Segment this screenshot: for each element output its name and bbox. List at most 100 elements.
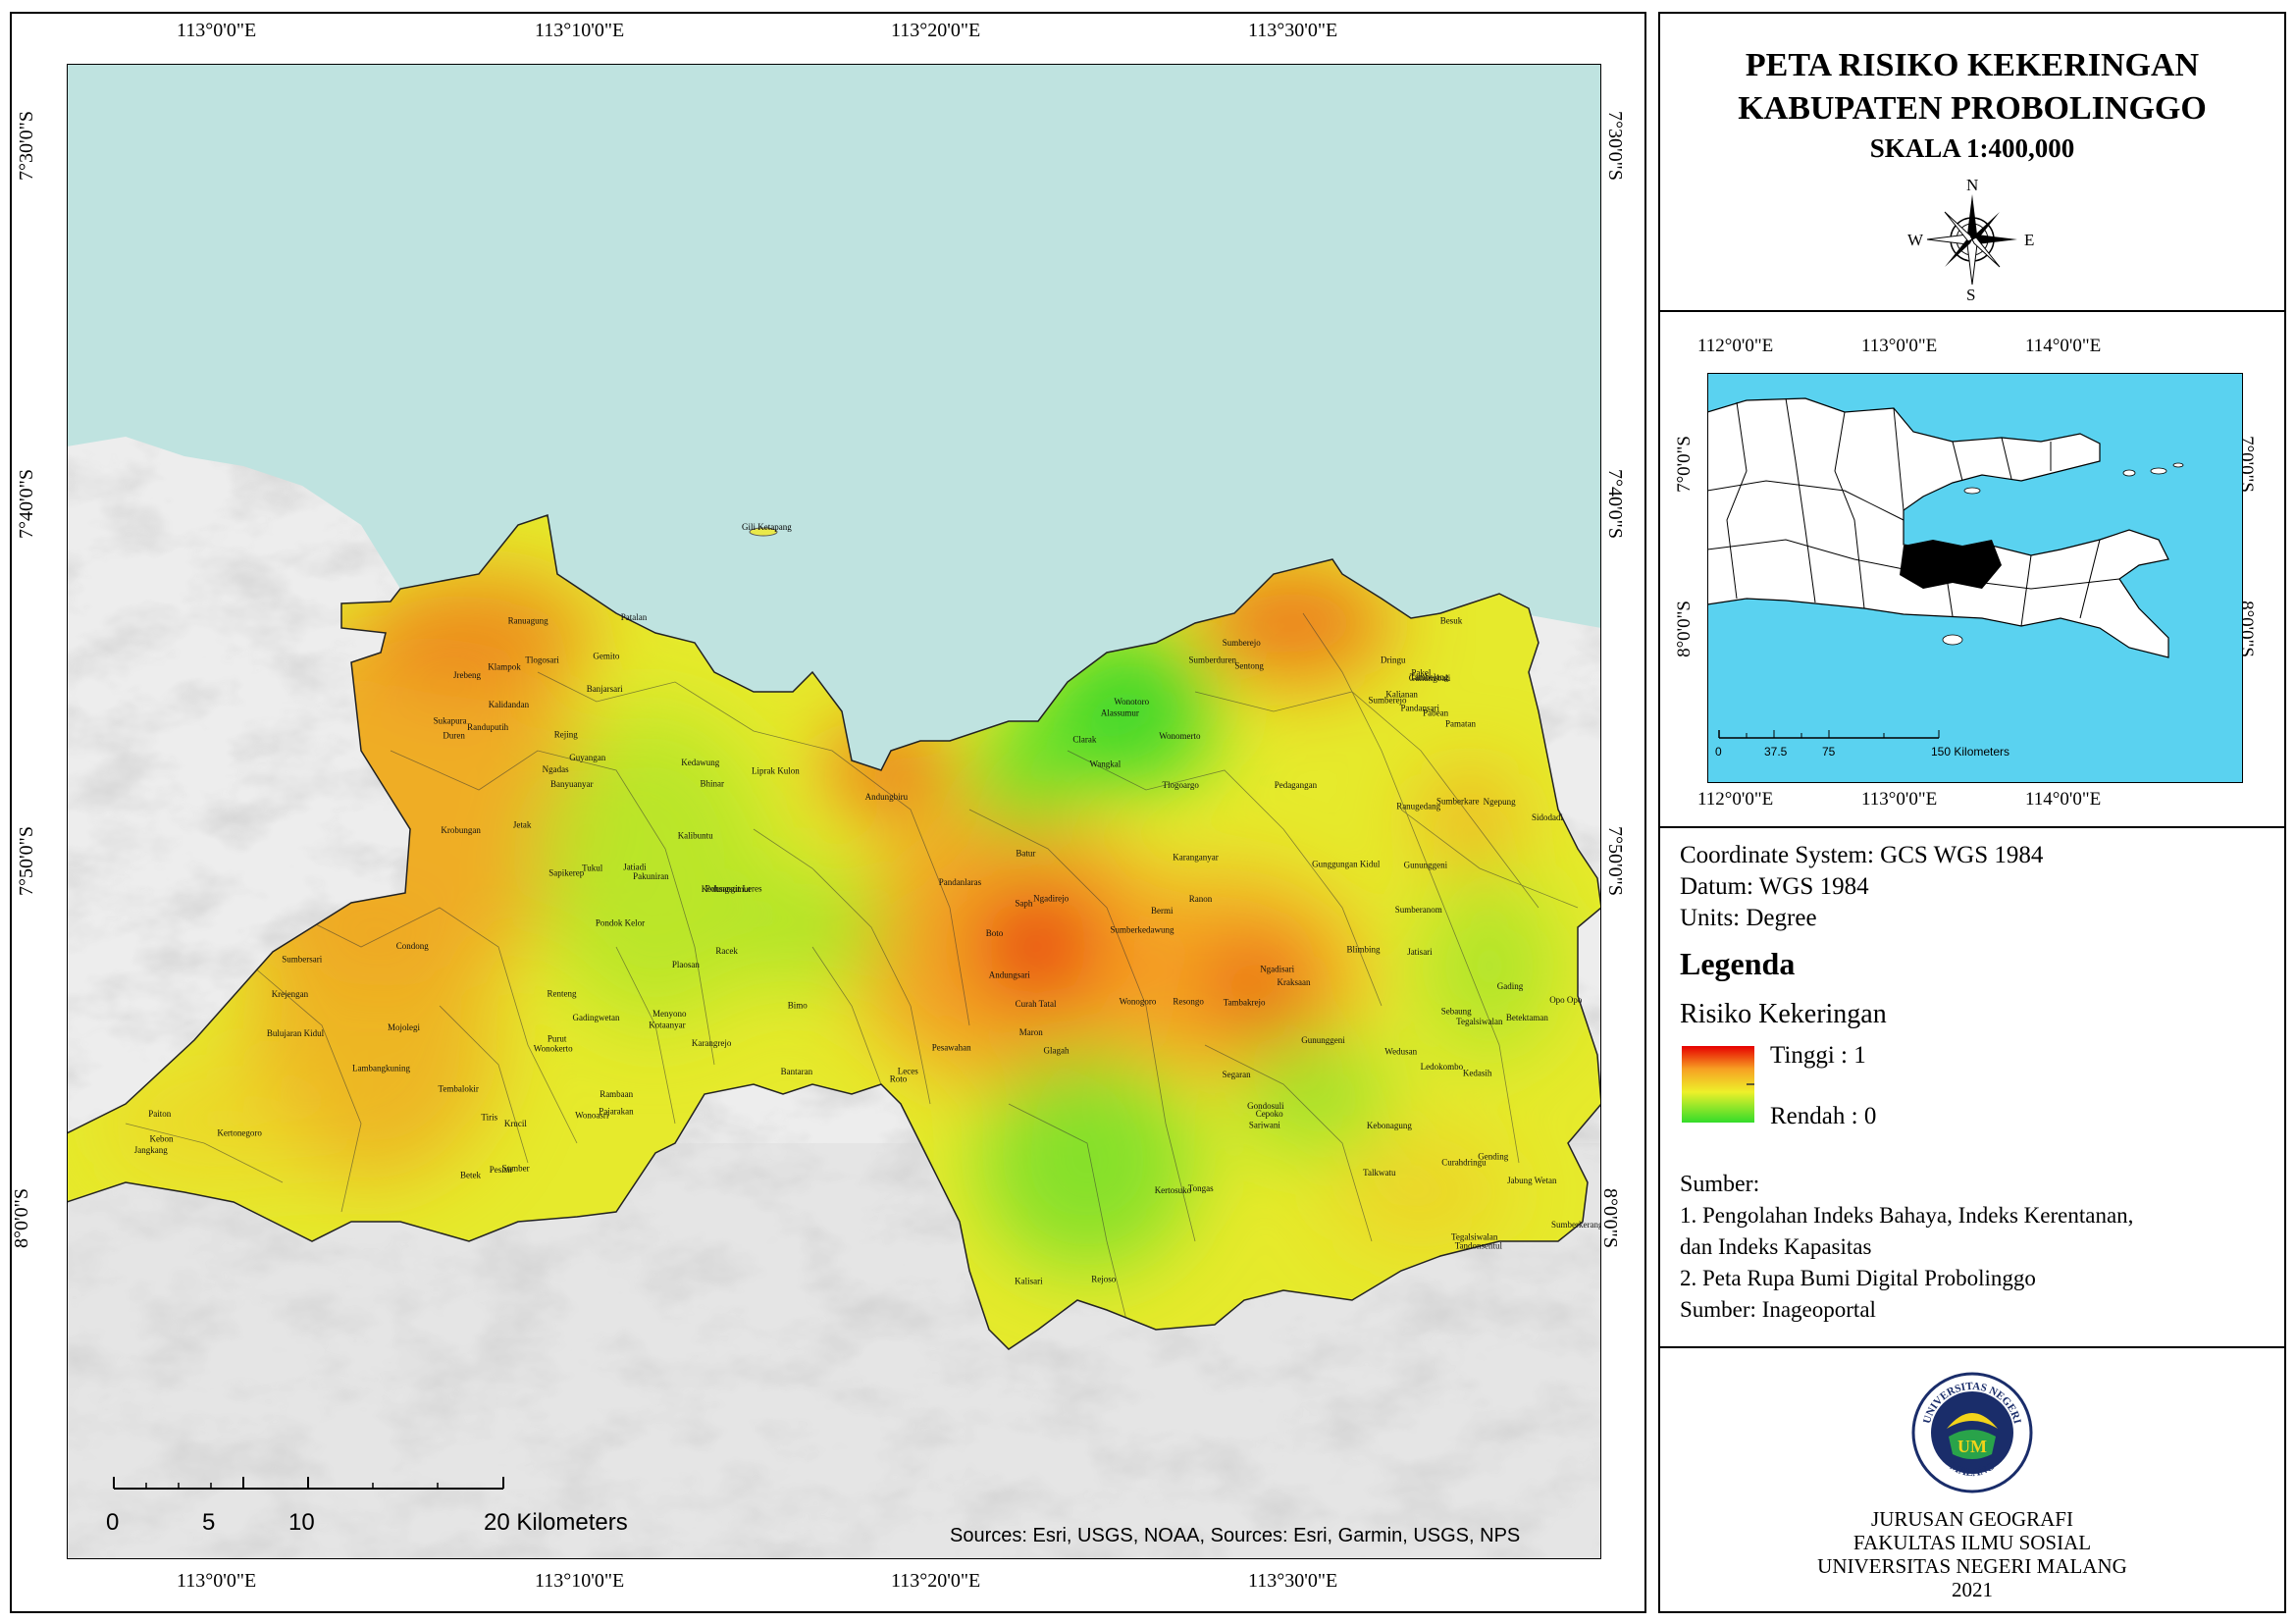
inset-top-label: 113°0'0"E xyxy=(1861,336,1938,356)
village-label: Ngadas xyxy=(543,764,569,774)
inset-left-label: 8°0'0"S xyxy=(1673,601,1695,657)
village-label: Wonomerto xyxy=(1159,731,1201,741)
village-label: Sidodadi xyxy=(1532,812,1564,822)
inset-bottom-label: 114°0'0"E xyxy=(2025,789,2102,810)
village-label: Ngepung xyxy=(1484,797,1516,807)
village-label: Pamatan xyxy=(1445,719,1476,729)
inset-top-label: 114°0'0"E xyxy=(2025,336,2102,356)
village-label: Ranugedang xyxy=(1396,802,1440,812)
village-label: Wangkal xyxy=(1090,759,1122,768)
village-label: Tegalsiwalan xyxy=(1456,1017,1503,1026)
side-panel: PETA RISIKO KEKERINGAN KABUPATEN PROBOLI… xyxy=(1658,12,2286,1613)
village-label: Klampok xyxy=(488,661,521,671)
village-label: Sapikerep xyxy=(548,868,584,878)
village-label: Betek xyxy=(460,1170,481,1179)
map-scalebar: 0 5 10 20 Kilometers xyxy=(106,1477,628,1536)
village-label: Wonotoro xyxy=(1114,697,1149,707)
divider xyxy=(1660,1346,2284,1348)
attribution: Sources: Esri, USGS, NOAA, Sources: Esri… xyxy=(950,1525,1520,1546)
compass-w: W xyxy=(1907,231,1924,249)
right-label: 7°50'0"S xyxy=(1603,826,1626,896)
divider xyxy=(1660,826,2284,828)
village-label: Kertosuko xyxy=(1155,1185,1192,1195)
svg-text:MALANG: MALANG xyxy=(1948,1460,1997,1479)
village-label: Racek xyxy=(715,946,738,956)
inset-left-label: 7°0'0"S xyxy=(1673,436,1695,493)
village-label: Gondosuli xyxy=(1247,1101,1284,1111)
village-label: Jabung Wetan xyxy=(1507,1176,1557,1185)
village-label: Tandonsentul xyxy=(1455,1241,1503,1251)
village-label: Bantaran xyxy=(781,1067,813,1076)
village-label: Patalan xyxy=(621,612,648,622)
village-label: Wonoasri xyxy=(575,1111,609,1121)
compass-s: S xyxy=(1966,286,1975,300)
logo-text-bottom: MALANG xyxy=(1948,1460,1997,1479)
village-label: Tembalokir xyxy=(439,1084,479,1094)
village-label: Sariwani xyxy=(1249,1120,1280,1129)
village-label: Ngadirejo xyxy=(1033,894,1069,904)
village-label: Jatiadi xyxy=(623,863,647,872)
top-label: 113°0'0"E xyxy=(177,20,257,41)
village-label: Sumberkare xyxy=(1436,797,1479,807)
village-label: Gending xyxy=(1478,1152,1508,1162)
island-label: Gili Ketapang xyxy=(742,522,792,532)
compass-e: E xyxy=(2024,231,2034,249)
village-label: Tegalsiwalan xyxy=(1451,1231,1498,1241)
footer-university: UNIVERSITAS NEGERI MALANG xyxy=(1817,1554,2127,1578)
village-label: Kalidandan xyxy=(489,700,530,709)
inset-land xyxy=(1707,397,2169,658)
village-label: Bermi xyxy=(1151,906,1174,916)
village-label: Alassumur xyxy=(1101,708,1139,718)
village-label: Ranuagung xyxy=(508,616,548,626)
village-label: Tlogosari xyxy=(525,655,559,665)
village-label: Renteng xyxy=(548,989,577,999)
village-label: Tongas xyxy=(1188,1183,1214,1193)
village-label: Wonokerto xyxy=(534,1044,573,1054)
village-label: Tambelang xyxy=(1410,672,1449,682)
village-label: Jetak xyxy=(513,819,532,829)
village-label: Sentong xyxy=(1234,661,1264,671)
inset-island xyxy=(2150,467,2167,475)
village-label: Boto xyxy=(986,928,1004,938)
legend-low-label: Rendah : 0 xyxy=(1770,1103,1877,1129)
village-label: Kraksaan xyxy=(1278,977,1311,987)
compass-rose-icon: N S E W xyxy=(1907,176,2034,300)
village-label: Clarak xyxy=(1072,734,1096,744)
sources-title: Sumber: xyxy=(1680,1172,1760,1197)
village-label: Pondok Kelor xyxy=(596,918,645,928)
village-label: Pakuniran xyxy=(633,871,669,881)
village-label: Glagah xyxy=(1044,1046,1070,1056)
village-label: Dringu xyxy=(1381,655,1406,665)
village-label: Pakel xyxy=(1411,668,1431,678)
village-label: Tambakrejo xyxy=(1224,998,1266,1008)
logo-mark: UM xyxy=(1957,1437,1987,1456)
village-label: Kedawung xyxy=(681,758,719,767)
village-label: Curah Tatal xyxy=(1016,999,1057,1009)
village-label: Sumberejo xyxy=(1369,696,1407,706)
village-label: Tlogoargo xyxy=(1163,780,1200,790)
left-label: 8°0'0"S xyxy=(10,1188,32,1248)
village-label: Leces xyxy=(898,1067,918,1076)
inset-island xyxy=(1963,487,1981,495)
footer-year: 2021 xyxy=(1952,1578,1993,1601)
village-label: Krucil xyxy=(504,1119,527,1128)
top-label: 113°10'0"E xyxy=(535,20,625,41)
map-title-line1: PETA RISIKO KEKERINGAN xyxy=(1745,47,2200,83)
village-label: Segaran xyxy=(1223,1070,1251,1079)
region-outline xyxy=(67,514,1601,1350)
village-label: Lambangkuning xyxy=(352,1064,410,1073)
village-label: Kebonagung xyxy=(1367,1121,1412,1130)
bottom-label: 113°0'0"E xyxy=(177,1570,257,1592)
village-label: Sumberanom xyxy=(1395,905,1442,915)
village-label: Pohsangit Leres xyxy=(705,884,762,894)
datum: Datum: WGS 1984 xyxy=(1680,873,1869,900)
village-label: Sumber xyxy=(502,1163,530,1173)
village-label: Liprak Kulon xyxy=(752,766,800,776)
village-label: Kalibuntu xyxy=(678,831,713,841)
inset-scale-tick: 37.5 xyxy=(1764,745,1788,759)
village-label: Sumberduren xyxy=(1189,655,1237,665)
bottom-label: 113°10'0"E xyxy=(535,1570,625,1592)
inset-scale-tick: 75 xyxy=(1822,745,1836,759)
inset-island xyxy=(1942,634,1963,646)
village-label: Pedagangan xyxy=(1275,780,1318,790)
